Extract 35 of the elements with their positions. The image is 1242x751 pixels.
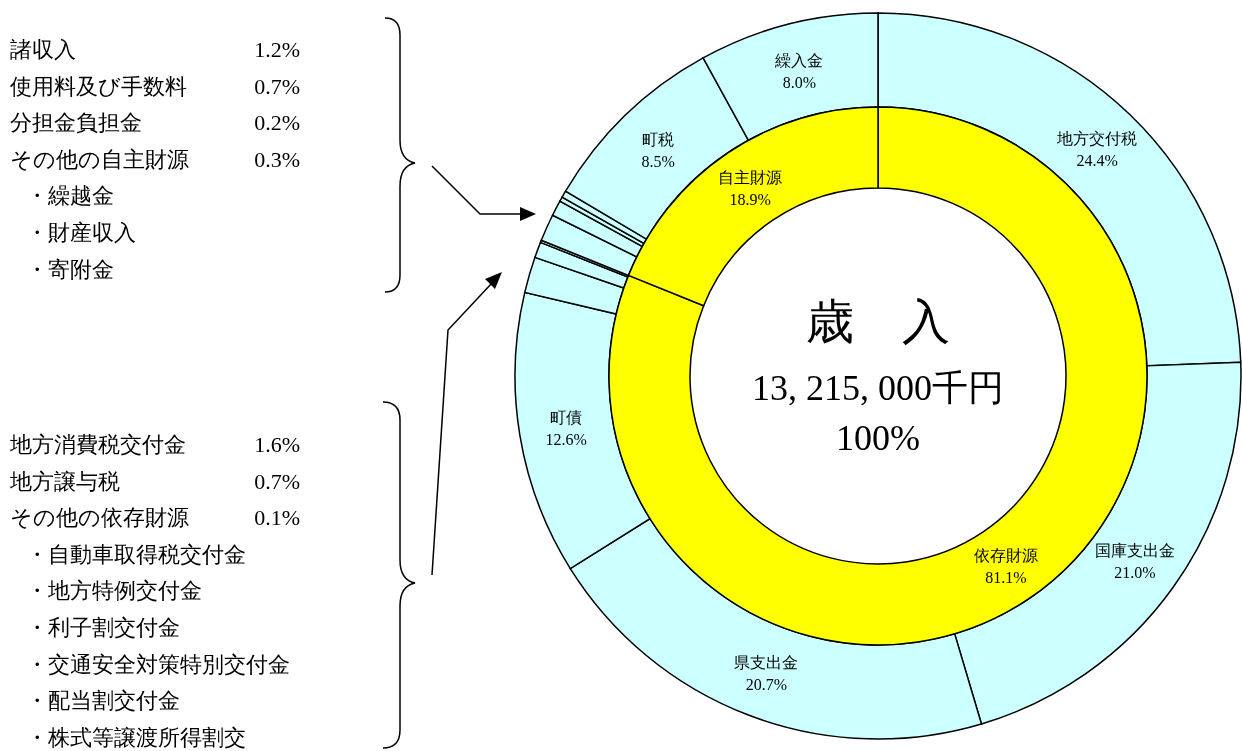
slice-label: 町債 xyxy=(550,409,583,427)
text: 地方消費税交付金 1.6% xyxy=(10,432,300,457)
data-label: 12.6% xyxy=(545,431,587,449)
text: ・株式等譲渡所得割交 xyxy=(26,724,246,750)
text: その他の自主財源 0.3% xyxy=(10,146,300,172)
text: ・配当割交付金 xyxy=(26,688,180,714)
slice-label: 自主財源 xyxy=(718,168,783,186)
data-label: 20.7% xyxy=(745,675,787,693)
slice-label: 国庫支出金 xyxy=(1094,542,1175,560)
text: その他の依存財源 0.1% xyxy=(10,505,300,531)
text: 100% xyxy=(836,418,920,458)
text: ・利子割交付金 xyxy=(26,615,180,640)
data-label: 8.5% xyxy=(641,153,675,171)
text: 分担金負担金 0.2% xyxy=(10,110,300,136)
text: 地方譲与税 0.7% xyxy=(10,468,300,494)
data-label: 8.0% xyxy=(782,73,817,91)
slice-label: 依存財源 xyxy=(973,547,1038,565)
slice-label: 地方交付税 xyxy=(1056,130,1138,148)
text: ・自動車取得税交付金 xyxy=(26,541,246,567)
data-label: 21.0% xyxy=(1114,564,1156,582)
text: ・財産収入 xyxy=(26,220,136,245)
text: 使用料及び手数料 0.7% xyxy=(10,73,300,99)
data-label: 81.1% xyxy=(985,569,1027,587)
text: 歳 入 xyxy=(806,295,950,348)
text: ・地方特例交付金 xyxy=(26,578,202,604)
slice-label: 県支出金 xyxy=(734,653,799,671)
data-label: 18.9% xyxy=(729,190,771,208)
text: 13, 215, 000千円 xyxy=(752,368,1004,408)
text: 諸収入 1.2% xyxy=(10,37,300,62)
text: ・繰越金 xyxy=(26,183,114,209)
text: ・寄附金 xyxy=(26,256,114,282)
slice-label: 繰入金 xyxy=(774,51,824,69)
slice-label: 町税 xyxy=(642,131,675,149)
data-label: 24.4% xyxy=(1076,152,1118,170)
text: ・交通安全対策特別交付金 xyxy=(26,651,290,677)
